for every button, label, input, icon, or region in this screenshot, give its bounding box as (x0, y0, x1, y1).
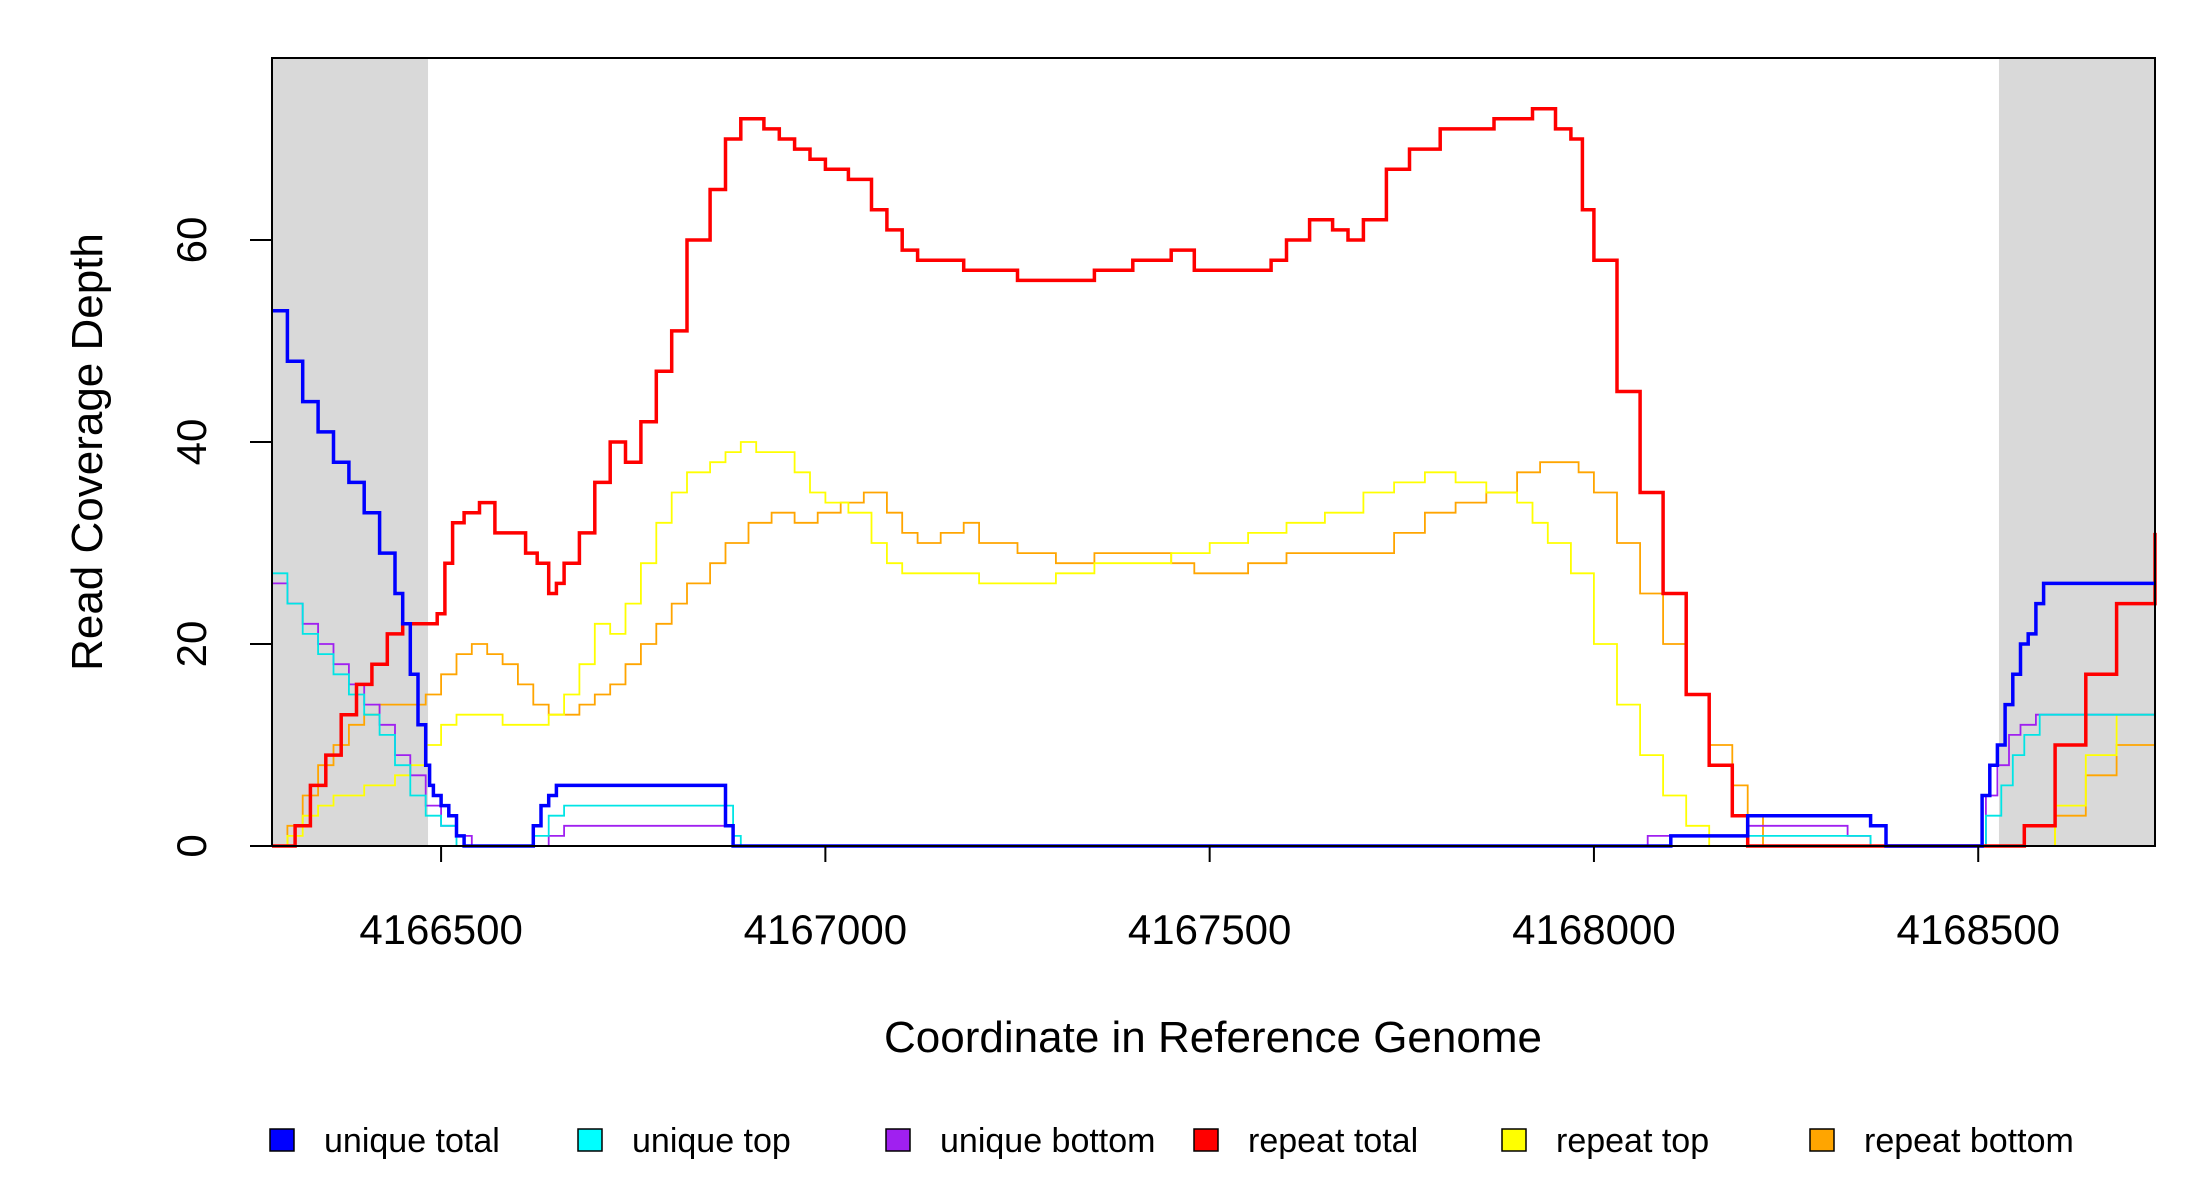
x-tick-label: 4167000 (744, 906, 908, 953)
legend-swatch (1501, 1128, 1527, 1152)
legend-item-repeat-top: repeat top (1501, 1122, 1709, 1160)
x-axis-title: Coordinate in Reference Genome (884, 1013, 1542, 1062)
legend-label: repeat bottom (1864, 1122, 2074, 1160)
x-tick-label: 4167500 (1128, 906, 1292, 953)
legend: unique total unique top unique bottom repea… (269, 1122, 2074, 1160)
legend-label: unique bottom (940, 1122, 1156, 1160)
series-repeat-top (272, 441, 2156, 847)
x-axis: 4166500 4167000 4167500 4168000 4168500 (359, 846, 2060, 953)
y-tick-label: 40 (168, 419, 215, 466)
y-tick-label: 20 (168, 621, 215, 668)
y-tick-label: 60 (168, 217, 215, 264)
series-lines (272, 106, 2157, 848)
legend-item-unique-total: unique total (269, 1122, 500, 1160)
shaded-region-0 (272, 58, 429, 846)
y-axis: 0 20 40 60 (168, 217, 272, 858)
legend-label: repeat total (1248, 1122, 1418, 1160)
series-repeat-total (272, 106, 2157, 848)
legend-item-unique-bottom: unique bottom (885, 1122, 1156, 1160)
y-axis-title: Read Coverage Depth (63, 233, 112, 671)
x-tick-label: 4168500 (1896, 906, 2060, 953)
plot-frame (271, 57, 2156, 847)
x-tick-label: 4168000 (1512, 906, 1676, 953)
legend-label: repeat top (1556, 1122, 1709, 1160)
legend-item-repeat-total: repeat total (1193, 1122, 1418, 1160)
series-unique-top (272, 572, 2155, 847)
legend-swatch (269, 1128, 295, 1152)
series-repeat-bottom (272, 461, 2156, 847)
legend-swatch (577, 1128, 603, 1152)
legend-item-unique-top: unique top (577, 1122, 791, 1160)
legend-swatch (1809, 1128, 1835, 1152)
legend-swatch (1193, 1128, 1219, 1152)
y-tick-label: 0 (168, 834, 215, 857)
series-unique-total (272, 308, 2155, 848)
legend-label: unique total (324, 1122, 500, 1160)
shaded-region-1 (1998, 58, 2155, 846)
shaded-regions (272, 58, 2155, 847)
legend-item-repeat-bottom: repeat bottom (1809, 1122, 2074, 1160)
x-tick-label: 4166500 (359, 906, 523, 953)
legend-swatch (885, 1128, 911, 1152)
legend-label: unique top (632, 1122, 791, 1160)
